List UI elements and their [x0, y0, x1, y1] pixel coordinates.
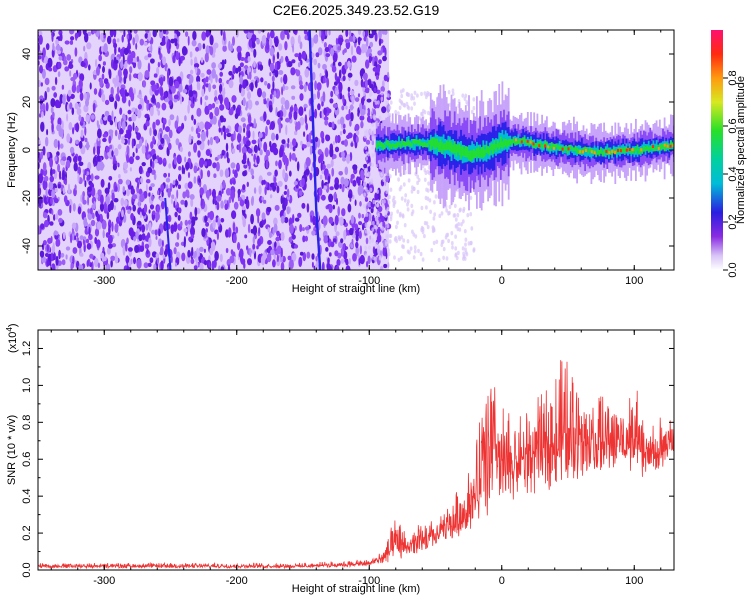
- noise-speckle: [38, 30, 392, 270]
- snr-x-axis: -300 -200 -100 0 100: [50, 330, 662, 587]
- x-tick-label: -200: [226, 575, 248, 587]
- colorbar-ticks: 0.0 0.2 0.4 0.6 0.8: [723, 70, 739, 278]
- y-tick-label: 0.2: [21, 525, 33, 540]
- snr-panel: -300 -200 -100 0 100 0.0 0.2 0.4 0.6 0.8 1.0 1.2 H…: [5, 323, 675, 595]
- y-tick-label: -20: [21, 190, 33, 206]
- y-tick-label: 40: [21, 48, 33, 60]
- y-tick-label: 0.8: [21, 415, 33, 430]
- snr-y-multiplier: (x104): [5, 323, 19, 353]
- y-tick-label: 0: [21, 147, 33, 153]
- x-tick-label: 0: [499, 575, 505, 587]
- snr-y-label: SNR (10 * v/v): [6, 415, 18, 485]
- signal-band: [375, 81, 674, 211]
- colorbar-tick-label: 0.2: [727, 214, 739, 229]
- streak-line: [164, 197, 172, 270]
- x-tick-label: 0: [499, 275, 505, 287]
- y-tick-label: 0.4: [21, 489, 33, 504]
- y-tick-label: 1.2: [21, 341, 33, 356]
- y-tick-label: 0.6: [21, 452, 33, 467]
- spectrogram-x-axis: -300 -200 -100 0 100: [50, 30, 662, 287]
- x-tick-label: 100: [625, 575, 643, 587]
- colorbar-label: Normalized spectral amplitude: [735, 76, 747, 224]
- x-tick-label: -100: [358, 575, 380, 587]
- snr-series: [38, 360, 674, 570]
- streak-line: [308, 30, 322, 270]
- spectrogram-y-axis: -40 -20 0 20 40: [21, 48, 674, 254]
- y-tick-label: 0.0: [21, 562, 33, 577]
- colorbar-tick-label: 0.0: [727, 262, 739, 277]
- spectrogram-image: [38, 30, 674, 270]
- colorbar-tick-label: 0.8: [727, 70, 739, 85]
- y-tick-label: -40: [21, 238, 33, 254]
- spectrogram-y-label: Frequency (Hz): [6, 112, 18, 188]
- spectrogram-x-label: Height of straight line (km): [292, 283, 420, 295]
- snr-x-label: Height of straight line (km): [292, 583, 420, 595]
- colorbar-tick-label: 0.4: [727, 166, 739, 181]
- snr-series-line: [38, 360, 674, 570]
- snr-frame: [37, 329, 675, 571]
- x-tick-label: -300: [93, 275, 115, 287]
- y-tick-label: 20: [21, 96, 33, 108]
- colorbar-gradient: [711, 30, 723, 270]
- snr-y-axis: 0.0 0.2 0.4 0.6 0.8 1.0 1.2: [21, 329, 674, 578]
- figure-title: C2E6.2025.349.23.52.G19: [273, 2, 440, 18]
- x-tick-label: -300: [93, 575, 115, 587]
- x-tick-label: -200: [226, 275, 248, 287]
- x-tick-label: 100: [625, 275, 643, 287]
- x-tick-label: -100: [358, 275, 380, 287]
- y-tick-label: 1.0: [21, 378, 33, 393]
- colorbar-tick-label: 0.6: [727, 118, 739, 133]
- colorbar: 0.0 0.2 0.4 0.6 0.8 Normalized spectral ampl…: [711, 30, 747, 278]
